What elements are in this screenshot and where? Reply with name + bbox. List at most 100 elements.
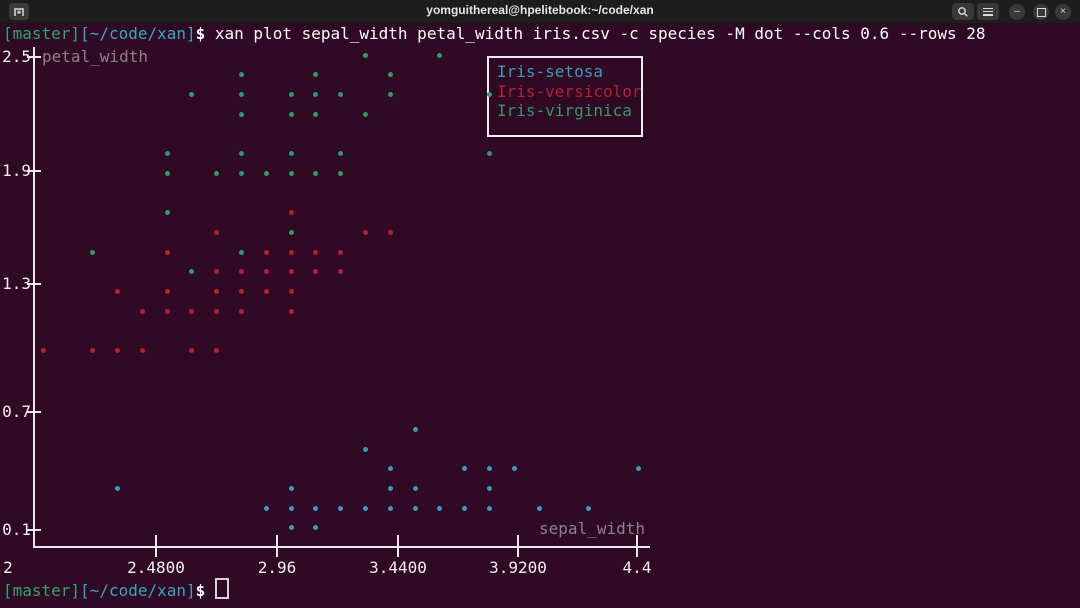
minimize-button[interactable]: – [1009,4,1025,20]
data-point [338,505,344,511]
data-point [288,170,294,176]
y-tick [27,283,41,285]
command-line: [master][~/code/xan]$ xan plot sepal_widt… [3,24,986,44]
data-point [288,505,294,511]
data-point [164,151,170,156]
data-point [189,348,195,353]
x-tick-label: 3.9200 [489,558,547,577]
data-point [387,91,393,97]
data-point [338,151,344,156]
data-point [338,170,344,176]
data-point [263,505,269,511]
legend-entry: Iris-versicolor [497,81,642,101]
data-point [189,308,195,314]
command-text: xan plot sepal_width petal_width iris.cs… [214,24,986,43]
new-tab-button[interactable] [9,3,29,20]
maximize-button[interactable] [1033,4,1049,20]
data-point [90,348,96,353]
data-point [139,348,145,353]
legend: Iris-setosa Iris-versicolor Iris-virginica [487,56,643,137]
data-point [238,111,244,117]
prompt-line: [master][~/code/xan]$ [3,578,229,601]
y-tick-label: 0.1 [2,520,31,539]
x-tick-label: 4.4 [622,558,652,577]
data-point [214,348,220,353]
data-point [40,348,46,353]
data-point [214,308,220,314]
data-point [263,249,269,255]
data-point [288,111,294,117]
prompt-symbol: $ [195,581,206,600]
data-point [114,348,120,353]
x-tick-label: 2 [3,558,13,577]
titlebar[interactable]: yomguithereal@hpelitebook:~/code/xan – × [0,0,1080,23]
terminal-cursor [214,578,229,599]
window-title: yomguithereal@hpelitebook:~/code/xan [426,3,654,17]
search-button[interactable] [952,3,974,20]
data-point [164,308,170,314]
data-point [412,505,418,511]
data-point [338,249,344,255]
y-tick [27,411,41,413]
search-icon [958,6,968,17]
data-point [486,151,492,156]
data-point [189,91,195,97]
data-point [164,249,170,255]
data-point [362,52,368,58]
data-point [437,505,443,511]
data-point [288,249,294,255]
close-button[interactable]: × [1055,4,1071,20]
y-tick [27,170,41,172]
data-point [114,485,120,491]
data-point [313,72,319,78]
data-point [362,111,368,117]
data-point [313,505,319,511]
data-point [412,485,418,491]
data-point [189,269,195,275]
y-tick-label: 1.3 [2,274,31,293]
new-tab-icon [14,7,24,16]
data-point [486,91,492,97]
data-point [437,52,443,58]
data-point [362,229,368,235]
data-point [90,249,96,255]
legend-entry: Iris-virginica [497,101,632,120]
data-point [238,269,244,275]
data-point [288,269,294,275]
x-tick [276,535,278,557]
maximize-icon [1036,7,1046,17]
x-axis-title: sepal_width [539,519,645,538]
menu-button[interactable] [977,3,999,20]
cwd: [~/code/xan] [80,24,196,43]
y-tick-label: 1.9 [2,161,31,180]
data-point [238,308,244,314]
data-point [139,308,145,314]
x-tick-label: 2.96 [257,558,297,577]
prompt-symbol: $ [195,24,206,43]
hamburger-menu-icon [983,7,993,16]
data-point [263,269,269,275]
data-point [486,466,492,472]
data-point [288,210,294,216]
data-point [486,505,492,511]
x-tick [397,535,399,557]
cwd: [~/code/xan] [80,581,196,600]
data-point [387,72,393,78]
x-axis-line [33,546,650,548]
data-point [238,170,244,176]
data-point [238,288,244,294]
data-point [263,170,269,176]
data-point [214,229,220,235]
legend-entry: Iris-setosa [497,62,603,81]
data-point [313,525,319,531]
y-tick [27,56,41,58]
data-point [313,111,319,117]
data-point [288,308,294,314]
git-branch: [master] [3,24,81,43]
data-point [288,91,294,97]
x-tick-label: 2.4800 [127,558,185,577]
data-point [462,466,468,472]
data-point [164,170,170,176]
